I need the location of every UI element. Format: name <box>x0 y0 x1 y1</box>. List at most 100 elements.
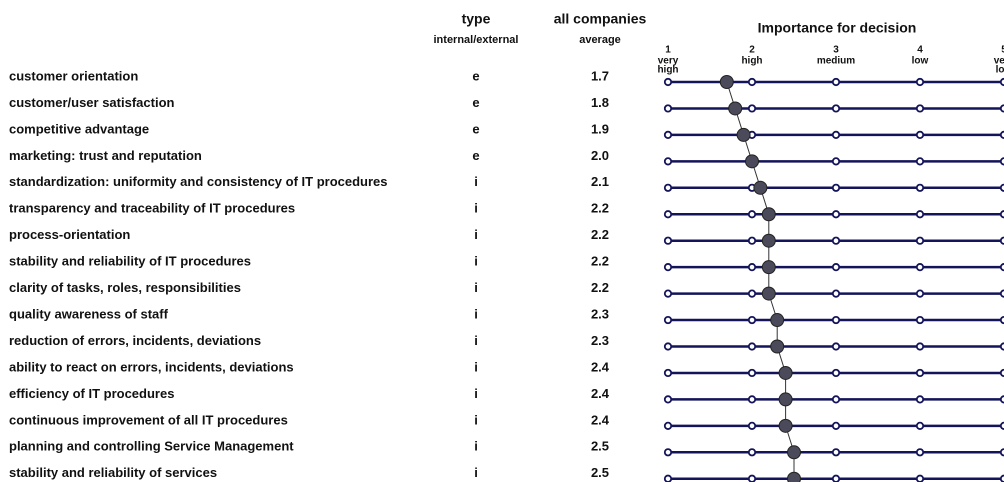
tick-mark <box>663 421 673 430</box>
row-label: process-orientation <box>9 227 130 242</box>
tick-mark <box>915 104 925 113</box>
x-tick-sublabel: low <box>912 56 929 67</box>
tick-mark <box>663 474 673 482</box>
tick-mark <box>747 368 757 378</box>
tick-mark <box>915 315 925 325</box>
tick-mark <box>831 157 841 166</box>
row-type: i <box>474 306 478 321</box>
row-average: 2.4 <box>591 412 610 427</box>
x-tick-sublabel: low <box>996 65 1004 76</box>
x-tick-label: 1 <box>665 45 671 56</box>
dot <box>770 313 785 328</box>
row-label: clarity of tasks, roles, responsibilitie… <box>9 280 241 295</box>
row-label: customer orientation <box>9 68 138 83</box>
x-tick-sublabel: very <box>994 56 1004 67</box>
row-type: i <box>474 254 478 269</box>
chart-title: Importance for decision <box>758 20 917 36</box>
row-label: competitive advantage <box>9 121 149 136</box>
tick-mark <box>831 448 841 457</box>
tick-mark <box>915 130 925 139</box>
x-tick-sublabel: high <box>741 56 762 67</box>
tick-mark <box>915 236 925 245</box>
row-type: i <box>474 439 478 454</box>
row-label: reduction of errors, incidents, deviatio… <box>9 333 261 348</box>
row-type: i <box>474 227 478 242</box>
dot <box>728 101 743 116</box>
row-label: customer/user satisfaction <box>9 95 175 110</box>
tick-mark <box>663 104 673 113</box>
tick-mark <box>831 315 841 325</box>
tick-mark <box>663 236 673 245</box>
tick-mark <box>747 421 757 430</box>
row-type: i <box>474 359 478 374</box>
tick-mark <box>831 421 841 430</box>
row-type: i <box>474 201 478 216</box>
average-subheader: average <box>579 34 621 46</box>
tick-mark <box>831 474 841 482</box>
dot <box>770 339 785 354</box>
tick-mark <box>831 395 841 404</box>
row-label: ability to react on errors, incidents, d… <box>9 359 294 374</box>
dot <box>745 154 759 169</box>
dot <box>761 207 776 222</box>
dot <box>787 471 801 482</box>
row-type: i <box>474 465 478 480</box>
tick-mark <box>663 342 673 351</box>
tick-mark <box>915 77 925 87</box>
tick-mark <box>831 289 841 298</box>
row-type: i <box>474 174 478 189</box>
row-average: 2.1 <box>591 174 609 189</box>
row-average: 1.9 <box>591 121 609 136</box>
row-label: quality awareness of staff <box>9 306 169 321</box>
tick-mark <box>831 77 841 87</box>
tick-mark <box>663 263 673 272</box>
tick-mark <box>915 342 925 351</box>
row-type: e <box>472 148 479 163</box>
tick-mark <box>915 183 925 192</box>
row-type: i <box>474 333 478 348</box>
row-label: transparency and traceability of IT proc… <box>9 201 295 216</box>
dot <box>719 75 734 89</box>
row-label: continuous improvement of all IT procedu… <box>9 412 288 427</box>
type-subheader: internal/external <box>434 34 519 46</box>
row-label: efficiency of IT procedures <box>9 386 174 401</box>
row-type: e <box>472 95 479 110</box>
tick-mark <box>663 210 673 219</box>
tick-mark <box>915 474 925 482</box>
row-label: stability and reliability of services <box>9 465 217 480</box>
row-type: i <box>474 386 478 401</box>
x-tick-sublabel: high <box>657 65 678 76</box>
row-average: 2.2 <box>591 254 609 269</box>
dot <box>778 418 793 433</box>
row-average: 2.5 <box>591 465 609 480</box>
row-average: 2.0 <box>591 148 609 163</box>
tick-mark <box>747 210 757 219</box>
tick-mark <box>663 395 673 404</box>
x-tick-label: 4 <box>917 45 923 56</box>
row-average: 2.4 <box>591 359 610 374</box>
tick-mark <box>747 448 757 457</box>
tick-mark <box>831 130 841 139</box>
dot <box>761 260 776 275</box>
dot <box>753 180 768 195</box>
row-average: 1.7 <box>591 68 609 83</box>
tick-mark <box>747 289 757 298</box>
row-average: 2.4 <box>591 386 610 401</box>
type-header: type <box>462 11 491 27</box>
row-average: 2.2 <box>591 280 609 295</box>
tick-mark <box>747 315 757 325</box>
row-label: standardization: uniformity and consiste… <box>9 174 388 189</box>
row-average: 2.3 <box>591 306 609 321</box>
row-average: 1.8 <box>591 95 609 110</box>
tick-mark <box>831 236 841 245</box>
tick-mark <box>663 130 673 139</box>
x-tick-label: 2 <box>749 45 755 56</box>
tick-mark <box>831 342 841 351</box>
tick-mark <box>915 421 925 430</box>
row-type: i <box>474 412 478 427</box>
tick-mark <box>747 77 757 87</box>
tick-mark <box>831 104 841 113</box>
row-type: i <box>474 280 478 295</box>
tick-mark <box>663 157 673 166</box>
